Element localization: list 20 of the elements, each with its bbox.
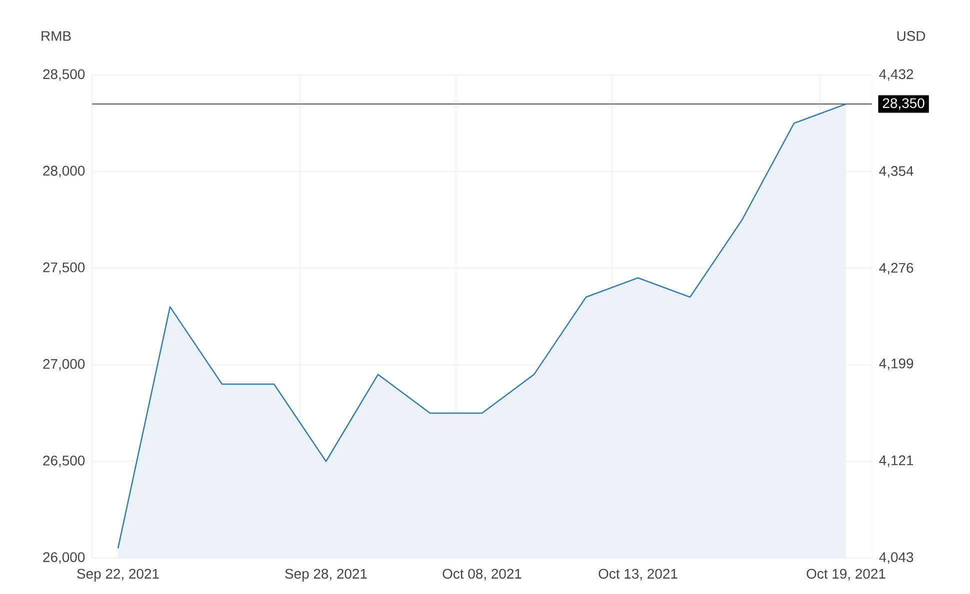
x-tick-label: Oct 08, 2021 [442,568,522,580]
x-tick-label: Sep 28, 2021 [285,568,367,582]
x-tick-label: Oct 13, 2021 [598,568,678,580]
y-tick-label: 26,500 [43,456,85,468]
x-tick-label: Sep 22, 2021 [77,568,159,582]
y2-tick-label: 4,043 [879,552,914,564]
y-tick-label: 27,000 [43,359,85,371]
y2-tick-label: 4,121 [879,455,914,467]
y-tick-label: 28,500 [43,69,85,81]
y-tick-label: 26,000 [43,552,85,564]
y2-tick-label: 4,354 [879,166,914,178]
y-axis-title: RMB [42,31,71,41]
ref-line-label: 28,350 [882,98,924,110]
y2-tick-label: 4,276 [879,262,914,274]
y-tick-label: 27,500 [43,262,85,274]
x-tick-label: Oct 19, 2021 [806,568,886,580]
y2-tick-label: 4,432 [879,69,914,81]
y2-tick-label: 4,199 [879,358,914,370]
y2-axis-title: USD [897,31,926,41]
y-tick-label: 28,000 [43,166,85,178]
